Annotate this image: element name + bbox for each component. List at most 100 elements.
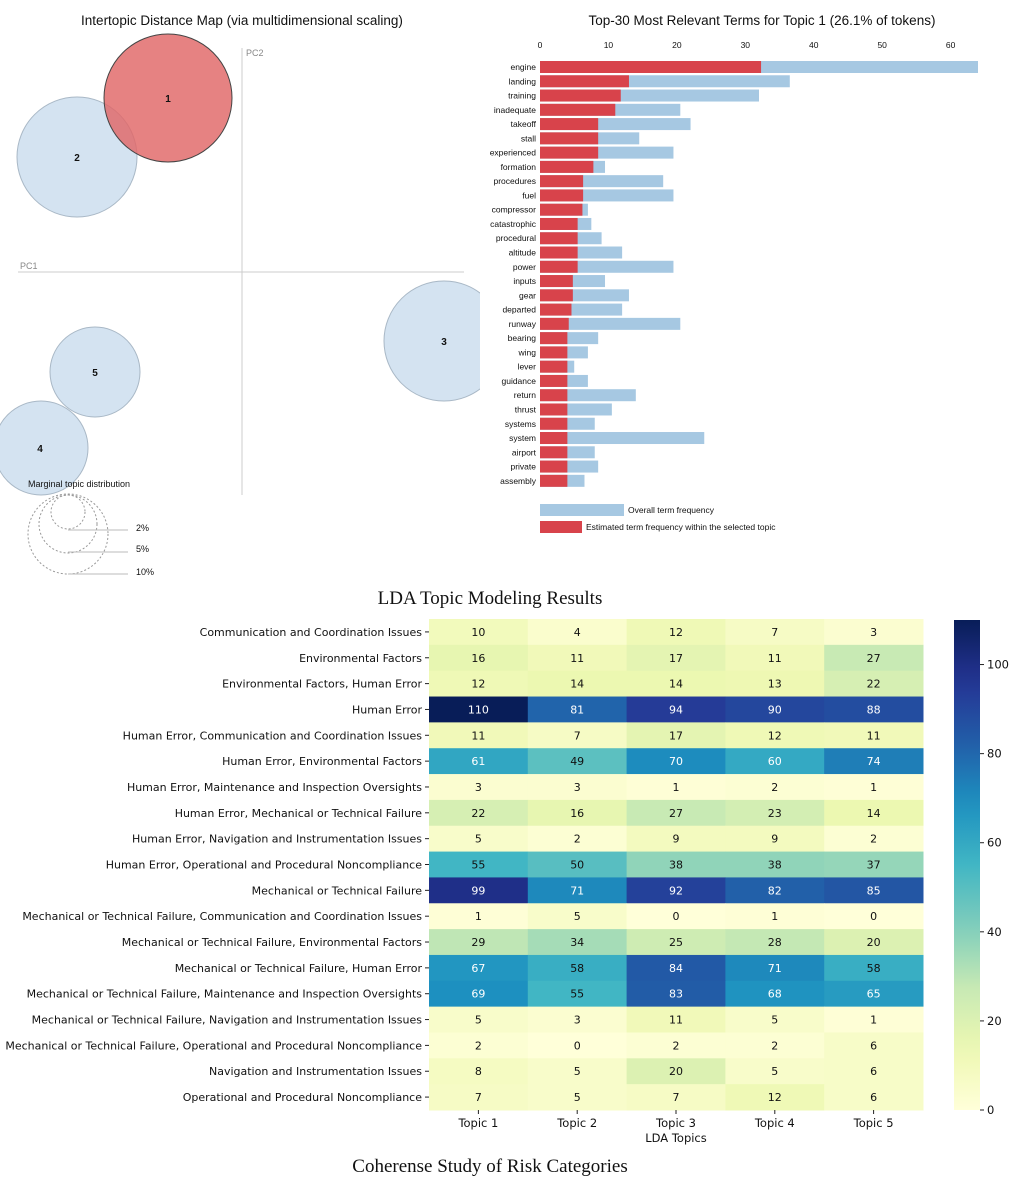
term-label-inputs[interactable]: inputs [513, 276, 536, 286]
term-label-bearing[interactable]: bearing [508, 333, 537, 343]
term-label-runway[interactable]: runway [509, 319, 537, 329]
term-label-catastrophic[interactable]: catastrophic [490, 219, 537, 229]
term-label-procedures[interactable]: procedures [493, 176, 536, 186]
heatmap-cell-value: 70 [669, 755, 683, 768]
term-label-wing[interactable]: wing [518, 347, 537, 357]
heatmap-cell [626, 929, 726, 956]
topic-bar-wing[interactable] [540, 346, 568, 359]
term-label-inadequate[interactable]: inadequate [494, 105, 536, 115]
topic-bar-engine[interactable] [540, 61, 762, 73]
topic-bar-runway[interactable] [540, 317, 569, 330]
heatmap-cell [429, 877, 529, 904]
heatmap-cell-value: 12 [768, 729, 782, 742]
term-label-formation[interactable]: formation [501, 162, 537, 172]
topic-bar-catastrophic[interactable] [540, 217, 578, 230]
topic-bar-procedural[interactable] [540, 232, 578, 245]
heatmap-cell [824, 774, 924, 801]
heatmap-cell-value: 4 [574, 626, 581, 639]
heatmap-cell [429, 1032, 529, 1059]
heatmap-cell-value: 71 [768, 962, 782, 975]
term-label-takeoff[interactable]: takeoff [511, 119, 537, 129]
heatmap-cell-value: 61 [471, 755, 485, 768]
topic-bar-return[interactable] [540, 389, 568, 402]
topic-bar-landing[interactable] [540, 75, 629, 88]
term-label-thrust[interactable]: thrust [515, 404, 537, 414]
topic-bar-inadequate[interactable] [540, 103, 616, 116]
term-label-experienced[interactable]: experienced [490, 148, 537, 158]
topic-bubble-4[interactable] [0, 400, 89, 496]
heatmap-cell-value: 5 [574, 910, 581, 923]
topic-bar-training[interactable] [540, 89, 621, 102]
topic-bar-inputs[interactable] [540, 275, 573, 288]
heatmap-cell [527, 1058, 628, 1085]
row-label: Mechanical or Technical Failure, Environ… [122, 936, 423, 949]
heatmap-cell [824, 1032, 924, 1059]
topic-bar-takeoff[interactable] [540, 118, 599, 131]
term-label-gear[interactable]: gear [519, 290, 536, 300]
heatmap-cell [429, 929, 529, 956]
term-label-guidance[interactable]: guidance [501, 376, 536, 386]
term-label-lever[interactable]: lever [518, 362, 537, 372]
topic-bar-guidance[interactable] [540, 374, 568, 387]
term-label-altitude[interactable]: altitude [509, 248, 537, 258]
topic-bar-departed[interactable] [540, 303, 572, 316]
overall-bar-system[interactable] [540, 432, 705, 445]
term-label-compressor[interactable]: compressor [492, 205, 537, 215]
term-label-fuel[interactable]: fuel [522, 190, 536, 200]
term-label-landing[interactable]: landing [509, 76, 537, 86]
overall-bar-runway[interactable] [540, 317, 681, 330]
topic-bar-procedures[interactable] [540, 175, 584, 188]
topic-bubble-5[interactable] [49, 326, 141, 418]
topic-bar-compressor[interactable] [540, 203, 583, 216]
term-label-airport[interactable]: airport [512, 447, 537, 457]
topic-bar-system[interactable] [540, 432, 568, 445]
row-label: Mechanical or Technical Failure, Communi… [22, 910, 422, 923]
topic-bar-assembly[interactable] [540, 474, 568, 487]
term-label-training[interactable]: training [508, 91, 536, 101]
topic-bar-lever[interactable] [540, 360, 568, 373]
heatmap-cell-value: 12 [768, 1091, 782, 1104]
heatmap-cell [429, 670, 529, 698]
top-terms-bar-chart: Top-30 Most Relevant Terms for Topic 1 (… [490, 13, 978, 533]
heatmap-cell-value: 6 [870, 1039, 877, 1052]
term-label-assembly[interactable]: assembly [500, 476, 537, 486]
heatmap-cell-value: 110 [468, 703, 489, 716]
term-label-power[interactable]: power [513, 262, 536, 272]
heatmap-cell [527, 644, 628, 672]
term-label-return[interactable]: return [514, 390, 536, 400]
heatmap-cell [824, 825, 924, 853]
term-label-departed[interactable]: departed [502, 305, 536, 315]
x-tick-0: 0 [538, 40, 543, 50]
heatmap-cell [725, 1032, 825, 1059]
topic-bar-experienced[interactable] [540, 146, 599, 159]
topic-bubble-3[interactable] [383, 280, 480, 402]
heatmap-cell [527, 1084, 628, 1111]
heatmap-cell-value: 7 [771, 626, 778, 639]
topic-bar-power[interactable] [540, 260, 578, 273]
topic-bar-altitude[interactable] [540, 246, 578, 259]
topic-bar-gear[interactable] [540, 289, 573, 302]
heatmap-cell [725, 825, 825, 853]
topic-bar-systems[interactable] [540, 417, 568, 430]
topic-bubble-1[interactable] [103, 33, 233, 163]
topic-bar-airport[interactable] [540, 446, 568, 459]
heatmap-cell-value: 16 [471, 652, 485, 665]
topic-bar-bearing[interactable] [540, 332, 568, 345]
topic-bar-fuel[interactable] [540, 189, 584, 202]
term-label-private[interactable]: private [510, 462, 536, 472]
term-label-stall[interactable]: stall [521, 133, 536, 143]
heatmap-cell [527, 954, 628, 982]
colorbar [954, 620, 980, 1110]
term-label-system[interactable]: system [509, 433, 536, 443]
term-label-engine[interactable]: engine [510, 62, 536, 72]
term-label-procedural[interactable]: procedural [496, 233, 536, 243]
topic-bar-private[interactable] [540, 460, 568, 473]
heatmap-cell [429, 748, 529, 775]
topic-bar-thrust[interactable] [540, 403, 568, 416]
topic-bubble-2[interactable] [16, 96, 138, 218]
topic-bar-formation[interactable] [540, 160, 594, 173]
heatmap-cell-value: 92 [669, 884, 683, 897]
term-label-systems[interactable]: systems [505, 419, 536, 429]
heatmap-cell-value: 14 [570, 678, 584, 691]
topic-bar-stall[interactable] [540, 132, 599, 145]
